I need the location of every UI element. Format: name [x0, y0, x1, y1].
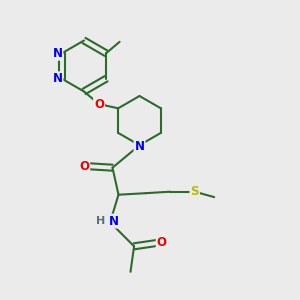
Text: N: N: [134, 140, 145, 153]
Text: O: O: [94, 98, 104, 111]
Text: N: N: [109, 214, 119, 228]
Text: O: O: [157, 236, 167, 249]
Text: H: H: [97, 216, 106, 226]
Text: N: N: [52, 72, 62, 85]
Text: O: O: [79, 160, 89, 173]
Text: S: S: [190, 185, 199, 198]
Text: N: N: [52, 47, 62, 60]
